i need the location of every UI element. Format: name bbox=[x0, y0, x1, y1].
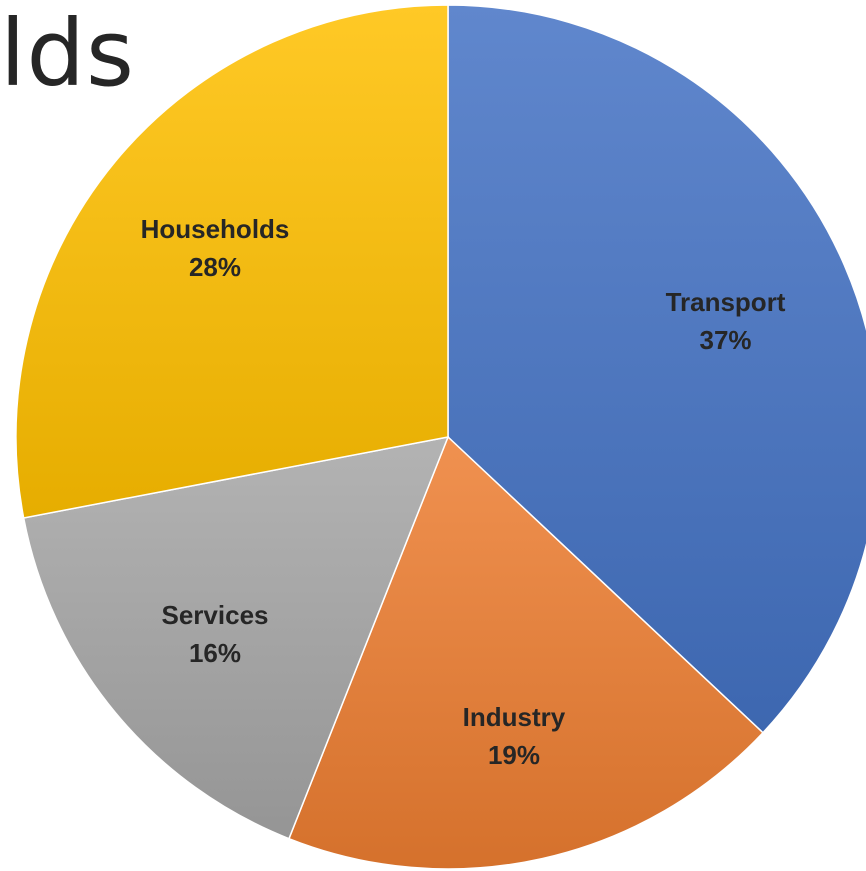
pie-label-value: 37% bbox=[700, 325, 752, 355]
pie-label-value: 28% bbox=[189, 252, 241, 282]
pie-slice-industry bbox=[287, 435, 764, 870]
pie-label-value: 19% bbox=[488, 740, 540, 770]
pie-label-category: Transport bbox=[666, 287, 786, 317]
pie-label-value: 16% bbox=[189, 638, 241, 668]
pie-slice-transport bbox=[447, 4, 866, 734]
pie-label-category: Households bbox=[141, 214, 290, 244]
pie-slice-households bbox=[15, 4, 449, 519]
pie-label-industry: Industry 19% bbox=[463, 702, 566, 770]
pie-label-services: Services 16% bbox=[162, 600, 269, 668]
pie-label-households: Households 28% bbox=[141, 214, 290, 282]
pie-slices bbox=[15, 4, 866, 870]
page-title-fragment: lds bbox=[0, 0, 135, 107]
pie-label-category: Industry bbox=[463, 702, 566, 732]
pie-labels: Transport 37% Industry 19% Services 16% Househ… bbox=[141, 214, 786, 770]
pie-slice-services bbox=[22, 436, 450, 840]
pie-label-category: Services bbox=[162, 600, 269, 630]
pie-label-transport: Transport 37% bbox=[666, 287, 786, 355]
